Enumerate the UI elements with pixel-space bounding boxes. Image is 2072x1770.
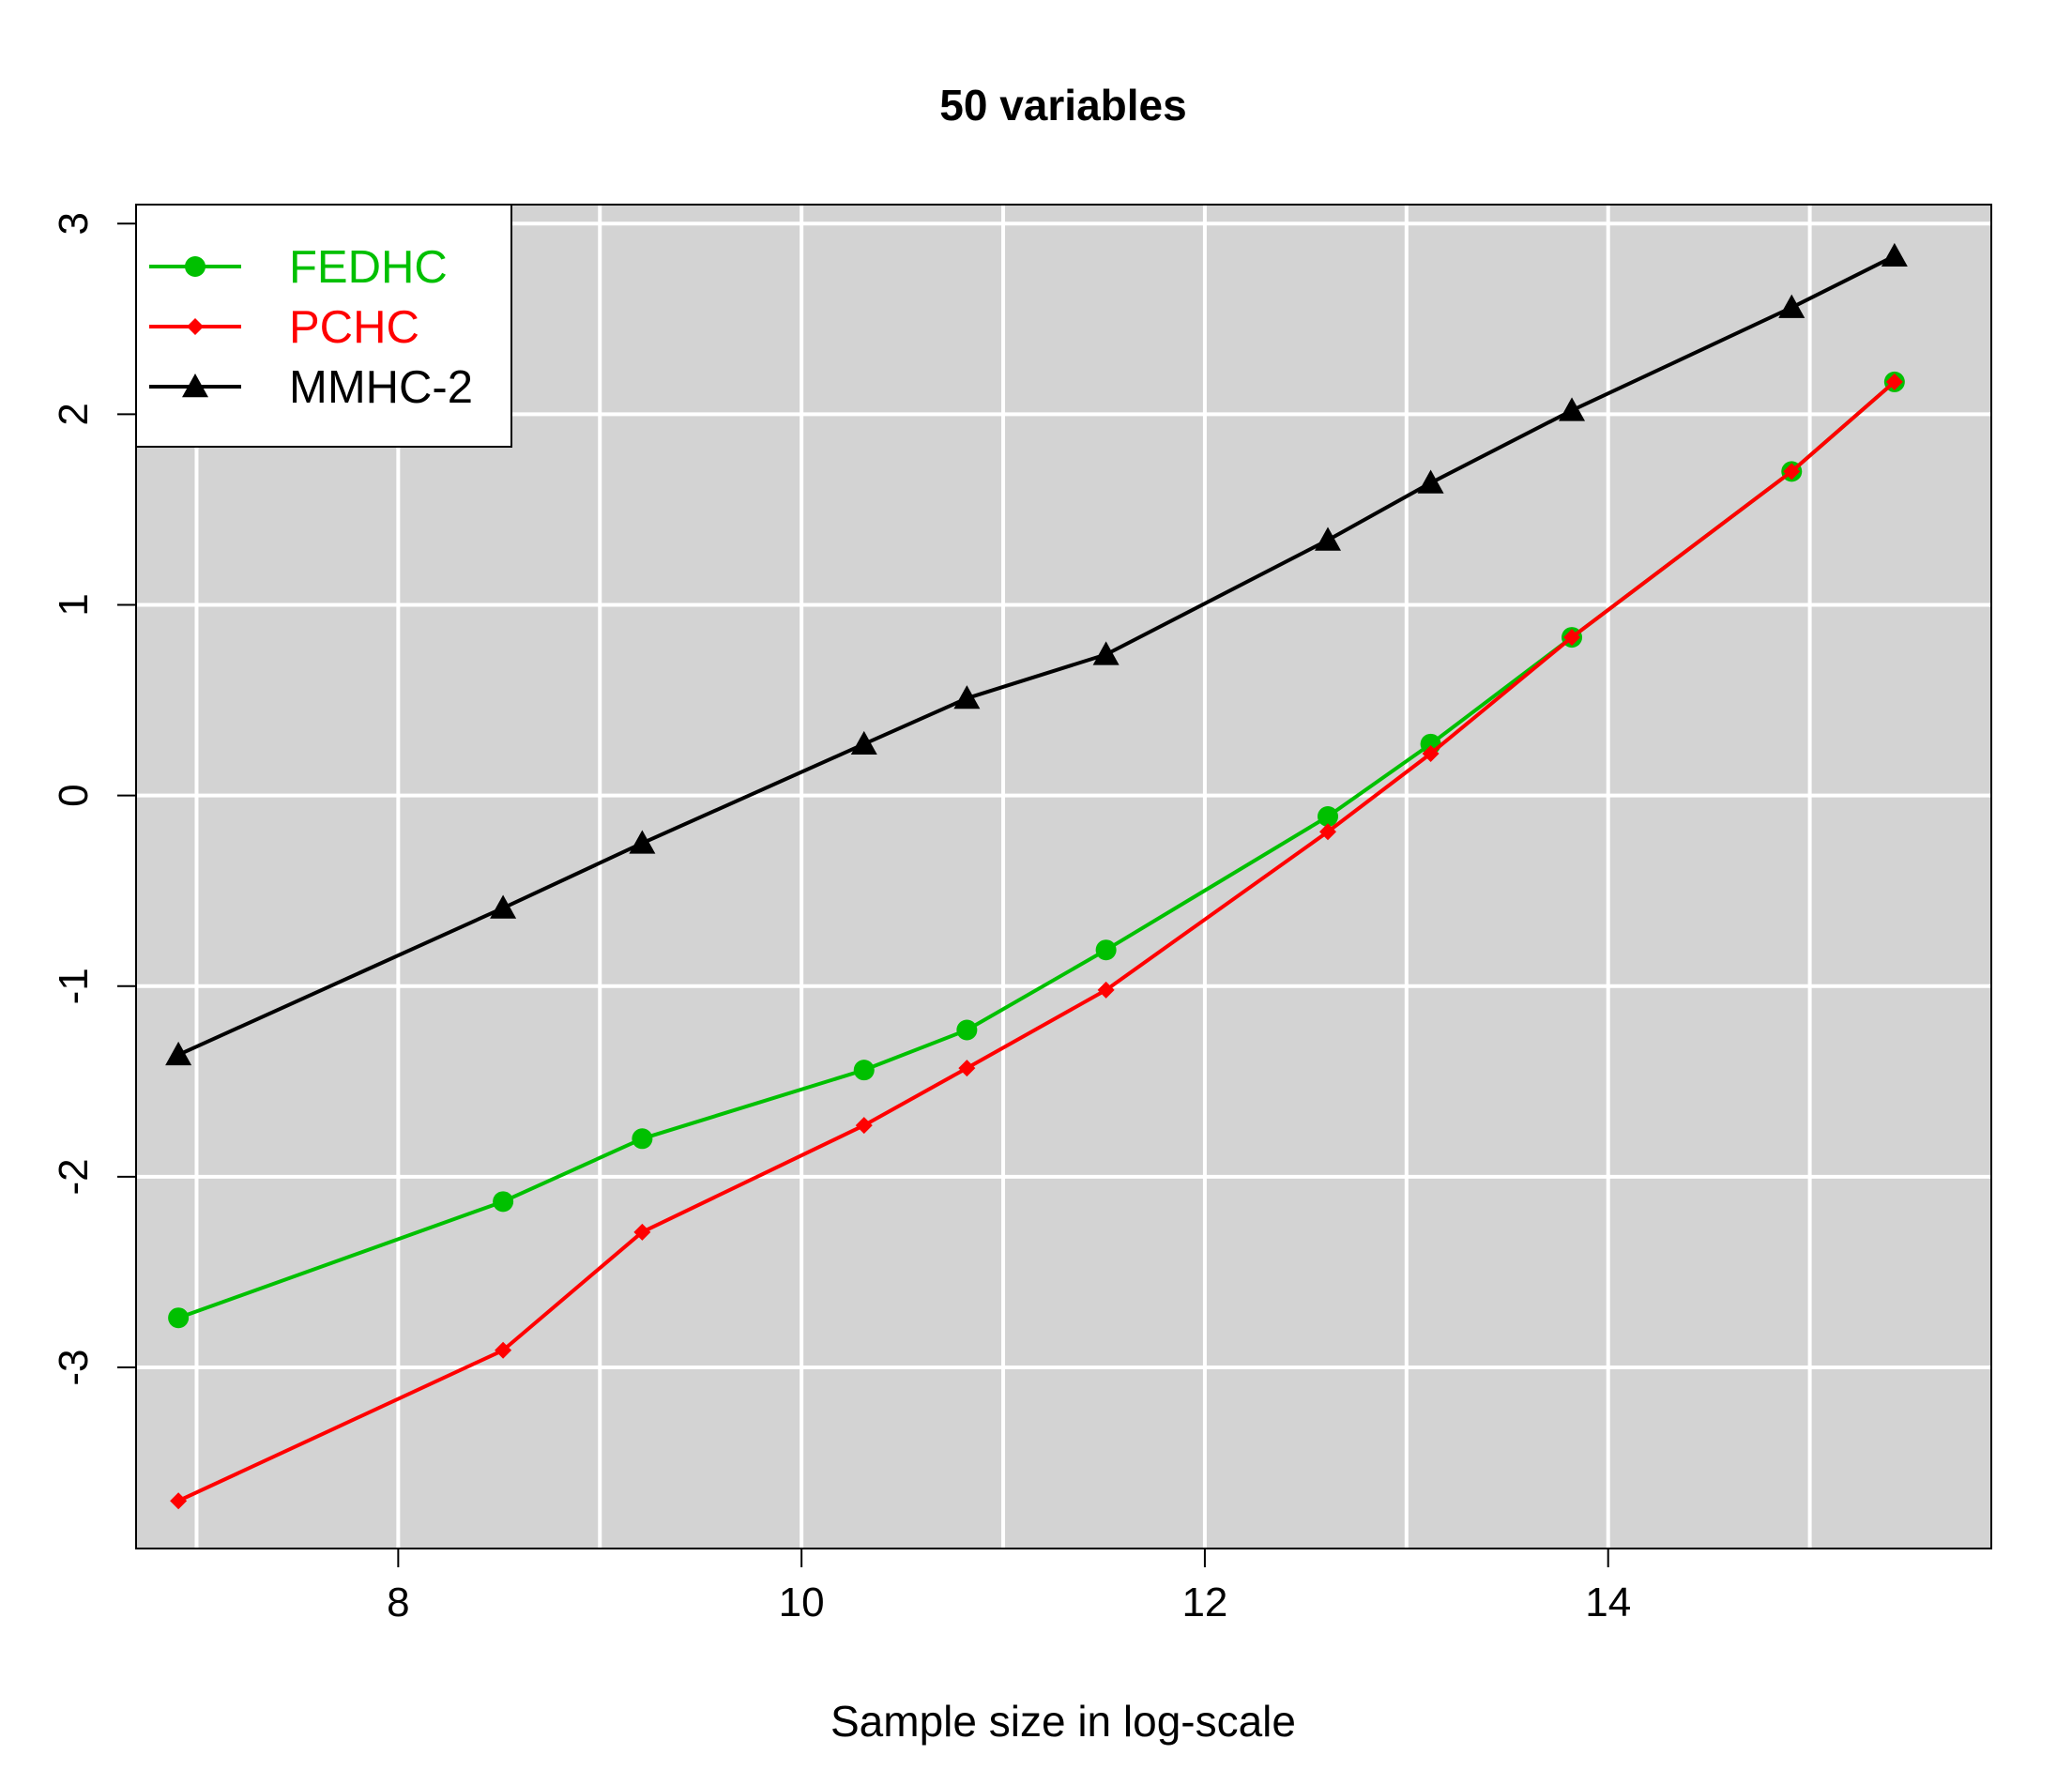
x-tick-label-2: 12 [1181, 1579, 1227, 1625]
point-mmhc-2-7 [1417, 469, 1444, 494]
series-mmhc-2 [165, 242, 1908, 1066]
point-pchc-7 [1422, 744, 1440, 762]
y-tick-label-5: 2 [51, 403, 97, 425]
grid [136, 205, 1991, 1549]
y-axis: -3 -2 -1 0 1 2 3 [51, 212, 136, 1386]
y-tick-label-6: 3 [51, 212, 97, 235]
y-tick-label-1: -2 [51, 1158, 97, 1195]
point-mmhc-2-6 [1315, 526, 1342, 551]
legend-marker-mmhc-2 [182, 374, 208, 398]
x-tick-label-1: 10 [779, 1579, 825, 1625]
point-pchc-0 [170, 1492, 188, 1510]
point-fedhc-2 [632, 1128, 653, 1150]
y-tick-label-3: 0 [51, 784, 97, 806]
point-pchc-6 [1319, 823, 1337, 841]
x-tick-label-3: 14 [1585, 1579, 1631, 1625]
series-pchc [170, 373, 1903, 1510]
legend-marker-fedhc [185, 256, 206, 277]
point-pchc-5 [1097, 981, 1115, 999]
plot-frame [135, 204, 1992, 1549]
point-mmhc-2-0 [165, 1041, 192, 1066]
point-mmhc-2-8 [1559, 397, 1586, 421]
point-mmhc-2-5 [1092, 641, 1120, 665]
point-fedhc-4 [956, 1019, 978, 1041]
legend-label-fedhc: FEDHC [289, 242, 448, 293]
point-pchc-8 [1563, 629, 1581, 647]
point-pchc-9 [1783, 463, 1801, 481]
point-pchc-2 [633, 1223, 651, 1241]
point-mmhc-2-1 [490, 894, 517, 919]
y-tick-label-0: -3 [51, 1349, 97, 1385]
y-tick-label-4: 1 [51, 593, 97, 616]
point-fedhc-6 [1318, 806, 1339, 828]
point-pchc-10 [1885, 373, 1903, 390]
chart-title: 50 variables [939, 81, 1186, 130]
point-mmhc-2-4 [953, 685, 981, 710]
point-mmhc-2-10 [1881, 242, 1908, 267]
point-mmhc-2-2 [629, 830, 656, 854]
point-pchc-1 [495, 1341, 512, 1359]
legend-label-mmhc-2: MMHC-2 [289, 362, 473, 413]
point-pchc-3 [855, 1117, 873, 1135]
legend-item-pchc: PCHC [149, 302, 419, 353]
point-fedhc-5 [1095, 939, 1117, 961]
legend-item-fedhc: FEDHC [149, 242, 448, 293]
point-mmhc-2-3 [850, 730, 877, 755]
legend-item-mmhc-2: MMHC-2 [149, 362, 473, 413]
y-tick-label-2: -1 [51, 968, 97, 1004]
legend-marker-pchc [187, 318, 204, 335]
series-layer [165, 242, 1908, 1510]
point-mmhc-2-9 [1778, 294, 1805, 318]
point-fedhc-1 [493, 1191, 514, 1213]
point-fedhc-3 [853, 1060, 875, 1081]
x-axis: 8 10 12 14 [387, 1549, 1631, 1625]
point-pchc-4 [958, 1060, 976, 1077]
legend-label-pchc: PCHC [289, 302, 419, 353]
x-tick-label-0: 8 [387, 1579, 409, 1625]
point-fedhc-0 [168, 1307, 190, 1329]
legend: FEDHC PCHC MMHC-2 [135, 204, 512, 448]
x-axis-label: Sample size in log-scale [830, 1697, 1296, 1746]
